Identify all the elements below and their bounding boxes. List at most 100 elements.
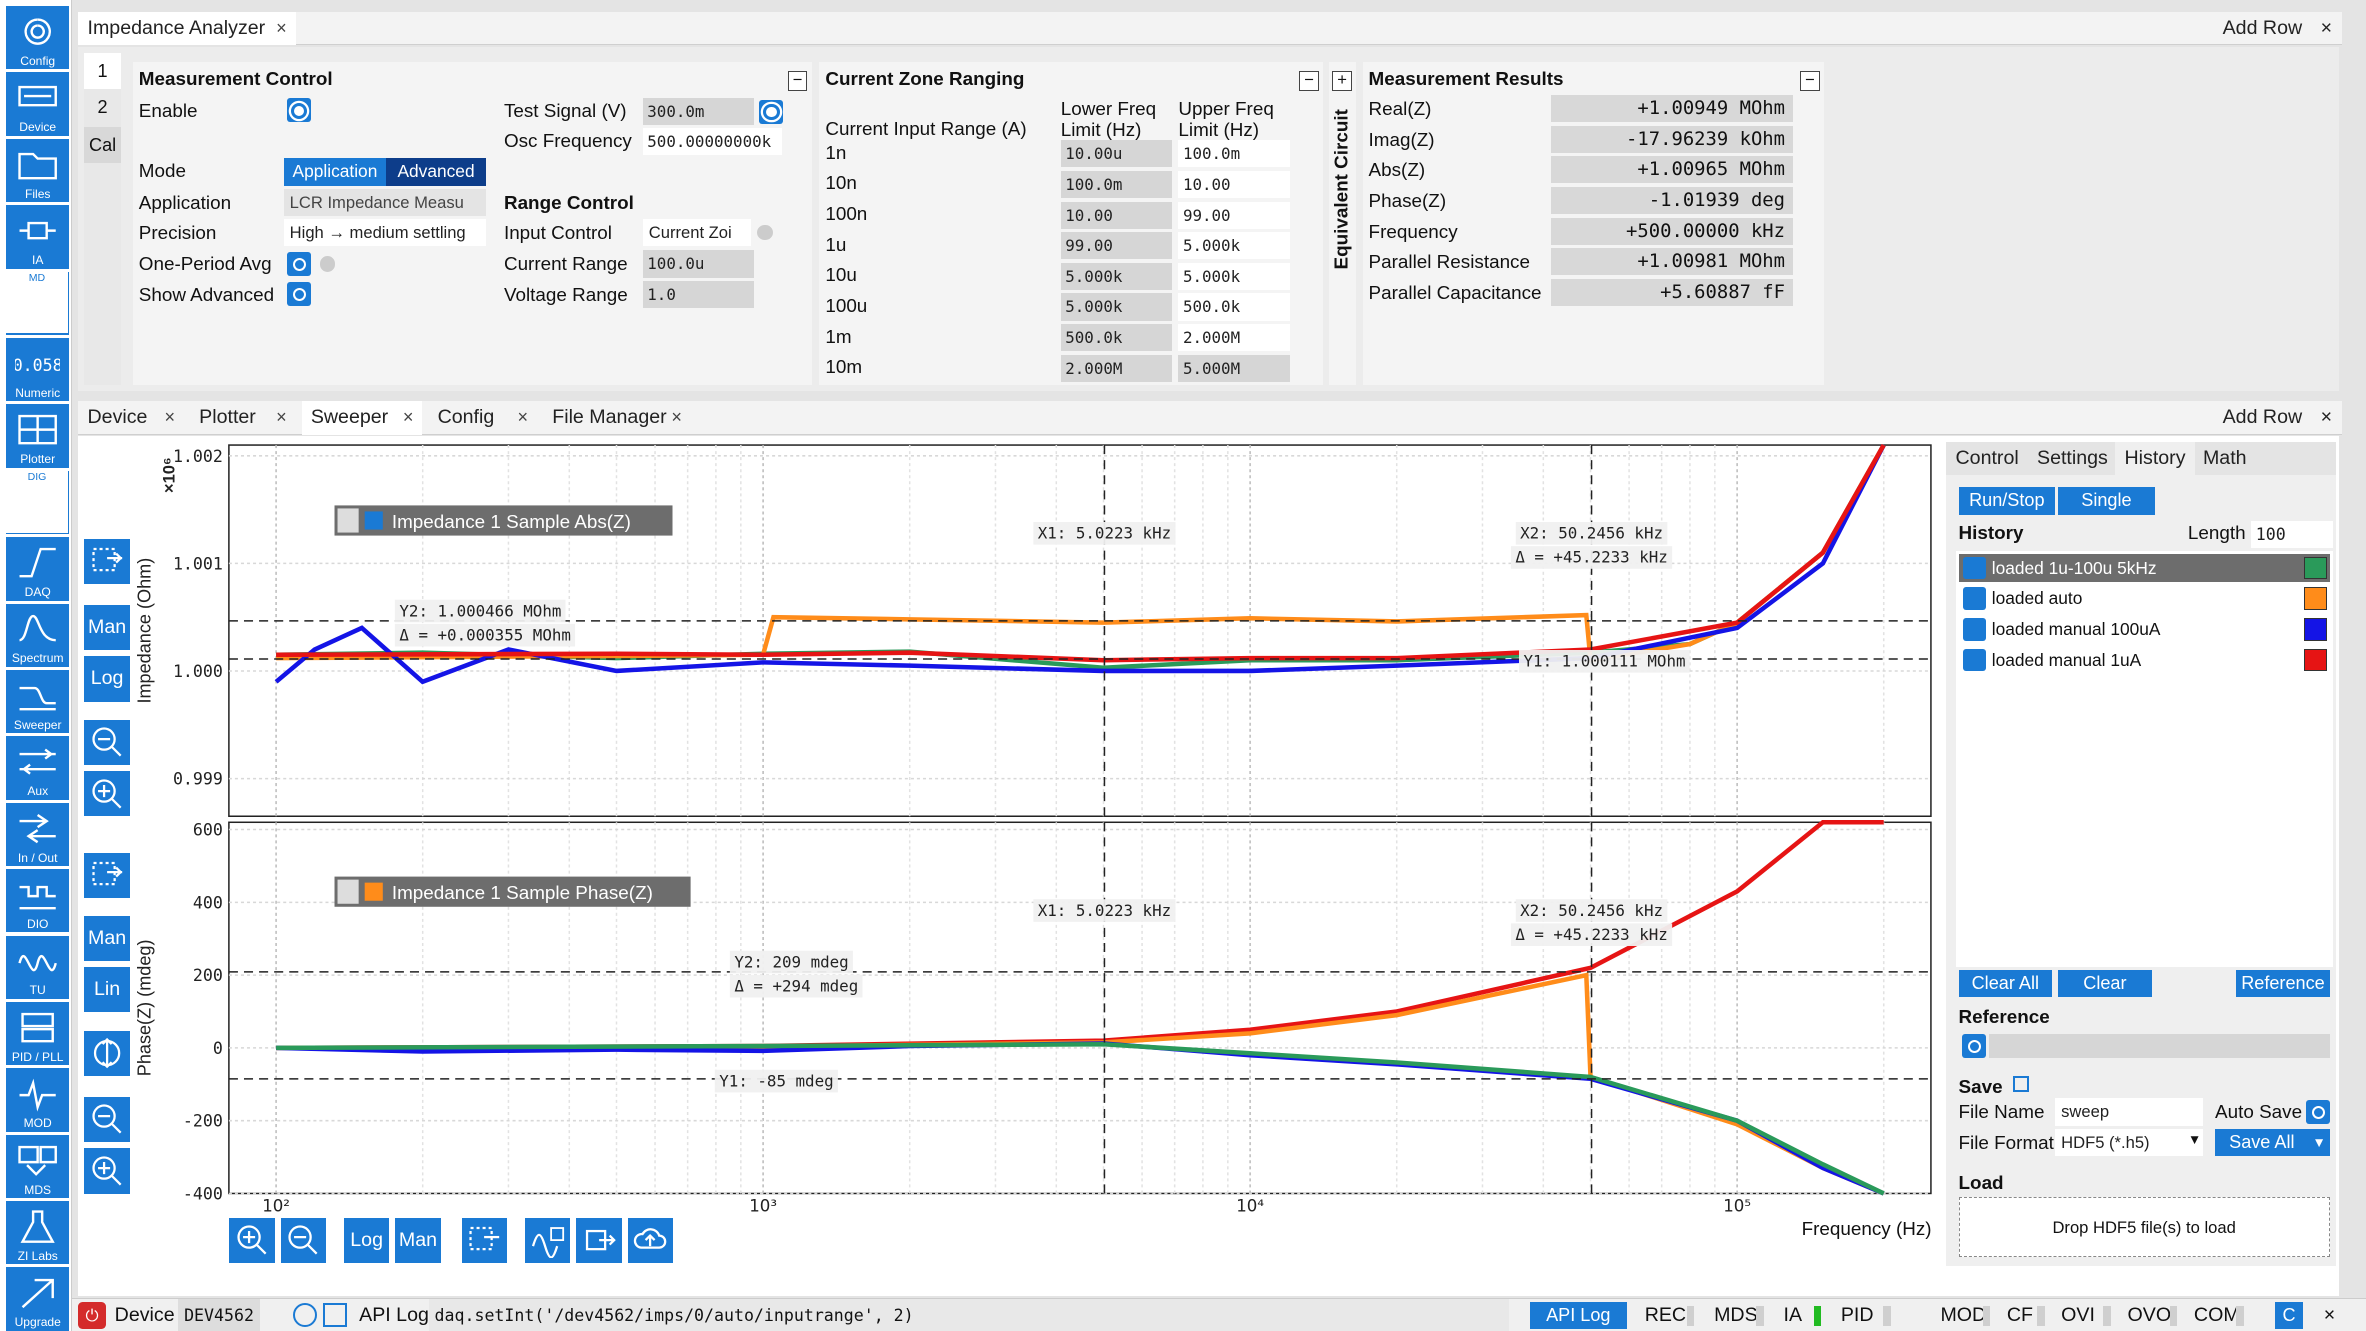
impedance-plot[interactable]: 1.002 1.001 1.000 0.999 Impedance (Ohm) ×10⁶ X… (135, 444, 1933, 818)
czr-lower-field[interactable]: 5.000k (1060, 262, 1173, 290)
zoom-out-icon[interactable] (84, 719, 130, 765)
clear-all-button[interactable]: Clear All (1958, 970, 2053, 998)
sidebar-item-upgrade[interactable]: Upgrade (6, 1267, 70, 1331)
x-log-button[interactable]: Log (344, 1217, 390, 1263)
cursor-tool-button-lower[interactable] (84, 852, 130, 898)
expand-button[interactable]: + (1332, 70, 1352, 91)
side-tab-cal[interactable]: Cal (84, 126, 121, 163)
sidebar-item-files[interactable]: Files (6, 138, 70, 203)
application-select[interactable]: LCR Impedance Measu (283, 188, 486, 216)
close-status-button[interactable]: × (2323, 1303, 2336, 1326)
sidebar-item-plotter[interactable]: Plotter (6, 404, 70, 468)
file-name-field[interactable]: sweep (2055, 1098, 2203, 1126)
color-swatch[interactable] (2304, 648, 2327, 672)
sidebar-item-zi-labs[interactable]: ZI Labs (6, 1201, 70, 1265)
zoom-in-icon-lower[interactable] (84, 1148, 130, 1194)
log-button-upper[interactable]: Log (84, 656, 130, 702)
sidebar-item-spectrum[interactable]: Spectrum (6, 603, 70, 667)
power-icon[interactable]: ⏻ (78, 1301, 106, 1329)
man-button-lower[interactable]: Man (84, 915, 130, 962)
visibility-toggle[interactable] (1963, 648, 1986, 672)
side-tab-1[interactable]: 1 (84, 52, 121, 89)
close-row-button-bottom[interactable]: × (2320, 405, 2333, 428)
side-tab-2[interactable]: 2 (97, 97, 108, 118)
zoom-fit-icon[interactable] (84, 1030, 130, 1076)
tab-impedance-analyzer[interactable]: Impedance Analyzer × (78, 12, 296, 46)
czr-lower-field[interactable]: 100.0m (1060, 170, 1173, 199)
cloud-upload-icon[interactable] (627, 1217, 673, 1263)
color-swatch[interactable] (2304, 556, 2327, 580)
length-field[interactable]: 100 (2251, 520, 2333, 548)
current-range-field[interactable]: 100.0u (642, 250, 755, 278)
sidebar-item-mod[interactable]: MOD (6, 1068, 70, 1132)
osc-frequency-field[interactable]: 500.00000000k (642, 128, 782, 156)
x-zoom-out-icon[interactable] (280, 1217, 326, 1263)
tab-device[interactable]: Device × (78, 401, 184, 434)
czr-upper-field[interactable]: 5.000k (1178, 232, 1291, 260)
sidebar-item-mds[interactable]: MDS (6, 1134, 70, 1199)
target-icon[interactable] (292, 1303, 317, 1328)
collapse-button[interactable]: − (787, 70, 808, 91)
mode-application-button[interactable]: Application (283, 158, 387, 186)
single-button[interactable]: Single (2058, 487, 2155, 515)
api-log-button[interactable]: API Log (1530, 1301, 1627, 1329)
auto-save-toggle[interactable] (2305, 1099, 2330, 1125)
save-all-button[interactable]: Save All (2215, 1128, 2309, 1156)
legend[interactable]: Impedance 1 Sample Abs(Z) (334, 505, 673, 536)
czr-lower-field[interactable]: 500.0k (1060, 324, 1173, 352)
cursor-tool-button[interactable] (84, 538, 130, 584)
sidebar-item-scope[interactable]: ScopeDIG (6, 470, 70, 535)
tab-history[interactable]: History (2115, 442, 2195, 476)
history-item[interactable]: loaded manual 1uA (1958, 645, 2330, 675)
lin-button-lower[interactable]: Lin (84, 967, 130, 1013)
tab-sweeper[interactable]: Sweeper × (301, 401, 423, 435)
reference-toggle[interactable] (1961, 1033, 1986, 1058)
mode-advanced-button[interactable]: Advanced (386, 158, 486, 186)
mr-collapse-button[interactable]: − (1800, 70, 1820, 91)
czr-upper-field[interactable]: 2.000M (1178, 324, 1291, 352)
close-tab-button[interactable]: × (671, 407, 682, 428)
czr-lower-field[interactable]: 10.00 (1060, 201, 1173, 229)
x-zoom-in-icon[interactable] (229, 1217, 275, 1263)
czr-upper-field[interactable]: 5.000M (1178, 354, 1291, 382)
sidebar-item-numeric[interactable]: 0.058 Numeric (6, 337, 70, 402)
sidebar-item-sweeper[interactable]: Sweeper (6, 669, 70, 734)
czr-lower-field[interactable]: 99.00 (1060, 232, 1173, 260)
sweeper-plot[interactable]: 1.002 1.001 1.000 0.999 Impedance (Ohm) ×10⁶ X… (78, 436, 1946, 1296)
sidebar-item-ia[interactable]: IA (6, 205, 70, 269)
sidebar-item-config[interactable]: Config (6, 6, 70, 70)
czr-upper-field[interactable]: 5.000k (1178, 262, 1291, 290)
tab-file-manager[interactable]: File Manager × (543, 401, 691, 434)
czr-upper-field[interactable]: 100.0m (1178, 140, 1291, 168)
czr-upper-field[interactable]: 99.00 (1178, 201, 1291, 229)
test-signal-toggle[interactable] (758, 99, 784, 124)
voltage-range-field[interactable]: 1.0 (642, 280, 755, 308)
file-format-select[interactable]: HDF5 (*.h5) (2055, 1128, 2203, 1156)
save-all-dropdown-icon[interactable]: ▼ (2308, 1128, 2330, 1156)
c-button[interactable]: C (2275, 1301, 2303, 1329)
sidebar-item-aux[interactable]: Aux (6, 736, 70, 800)
legend[interactable]: Impedance 1 Sample Phase(Z) (334, 876, 692, 907)
add-row-button-bottom[interactable]: Add Row (2222, 405, 2303, 428)
x-man-button[interactable]: Man (395, 1217, 441, 1263)
reference-button[interactable]: Reference (2236, 970, 2330, 998)
czr-lower-field[interactable]: 5.000k (1060, 293, 1173, 321)
math-wave-icon[interactable] (525, 1217, 571, 1263)
czr-upper-field[interactable]: 10.00 (1178, 170, 1291, 199)
visibility-toggle[interactable] (1963, 556, 1986, 580)
color-swatch[interactable] (2304, 618, 2327, 641)
history-item[interactable]: loaded 1u-100u 5kHz (1958, 553, 2330, 583)
tab-math[interactable]: Math (2202, 447, 2247, 470)
close-tab-button[interactable]: × (517, 407, 529, 428)
czr-lower-field[interactable]: 2.000M (1060, 354, 1173, 382)
sidebar-item-in-out[interactable]: In / Out (6, 802, 70, 867)
czr-lower-field[interactable]: 10.00u (1060, 140, 1173, 168)
visibility-toggle[interactable] (1963, 587, 1986, 611)
sidebar-item-pid-pll[interactable]: PID / PLL (6, 1001, 70, 1066)
drop-zone[interactable]: Drop HDF5 file(s) to load (1958, 1196, 2330, 1257)
show-advanced-toggle[interactable] (286, 282, 311, 307)
tab-plotter[interactable]: Plotter × (190, 401, 296, 434)
close-row-button[interactable]: × (2320, 16, 2333, 39)
close-tab-button[interactable]: × (402, 407, 414, 428)
czr-upper-field[interactable]: 500.0k (1178, 293, 1291, 321)
